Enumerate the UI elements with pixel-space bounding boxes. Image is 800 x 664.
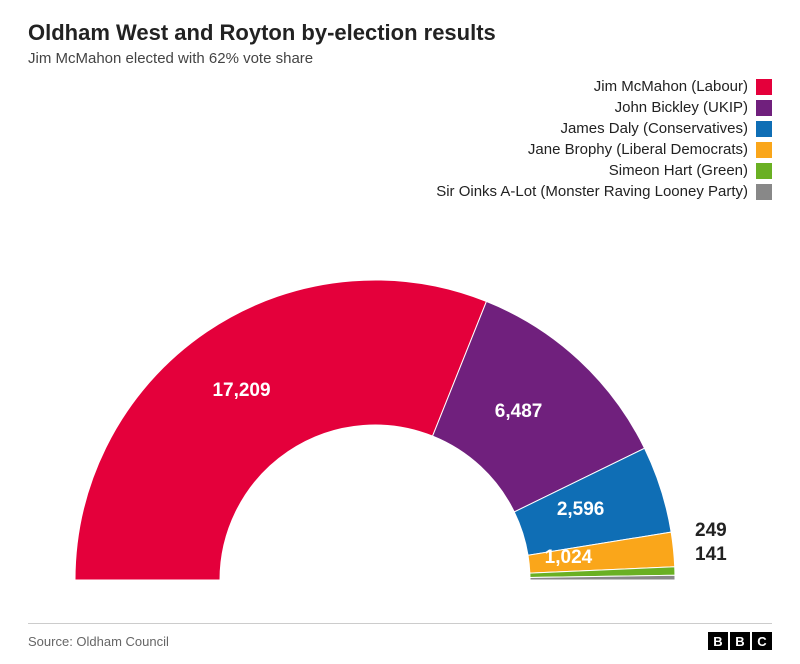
legend-item: James Daly (Conservatives) [436,120,772,137]
value-label: 1,024 [545,547,593,569]
legend-swatch [756,142,772,158]
value-label: 6,487 [495,401,543,423]
chart-subtitle: Jim McMahon elected with 62% vote share [28,50,772,67]
legend-label: John Bickley (UKIP) [615,99,748,116]
legend-swatch [756,79,772,95]
legend-label: Sir Oinks A-Lot (Monster Raving Looney P… [436,183,748,200]
legend-swatch [756,121,772,137]
value-label: 249 [695,520,727,542]
legend-swatch [756,184,772,200]
legend-item: Jim McMahon (Labour) [436,78,772,95]
source-text: Source: Oldham Council [28,634,169,649]
legend-swatch [756,100,772,116]
legend-item: John Bickley (UKIP) [436,99,772,116]
value-label: 141 [695,544,727,566]
bbc-logo-box: C [752,632,772,650]
legend-label: Jim McMahon (Labour) [594,78,748,95]
legend-label: Jane Brophy (Liberal Democrats) [528,141,748,158]
value-label: 2,596 [557,499,605,521]
chart-footer: Source: Oldham Council BBC [28,623,772,650]
bbc-logo-box: B [708,632,728,650]
bbc-logo: BBC [708,632,772,650]
legend: Jim McMahon (Labour) John Bickley (UKIP) J… [436,78,772,204]
legend-label: Simeon Hart (Green) [609,162,748,179]
chart-title: Oldham West and Royton by-election resul… [28,20,772,46]
legend-item: Jane Brophy (Liberal Democrats) [436,141,772,158]
legend-item: Simeon Hart (Green) [436,162,772,179]
half-donut-chart: 17,209 6,487 2,596 1,024 249141 [40,230,760,590]
legend-swatch [756,163,772,179]
legend-label: James Daly (Conservatives) [560,120,748,137]
value-label: 17,209 [212,380,270,402]
legend-item: Sir Oinks A-Lot (Monster Raving Looney P… [436,183,772,200]
donut-slice [75,280,486,580]
bbc-logo-box: B [730,632,750,650]
